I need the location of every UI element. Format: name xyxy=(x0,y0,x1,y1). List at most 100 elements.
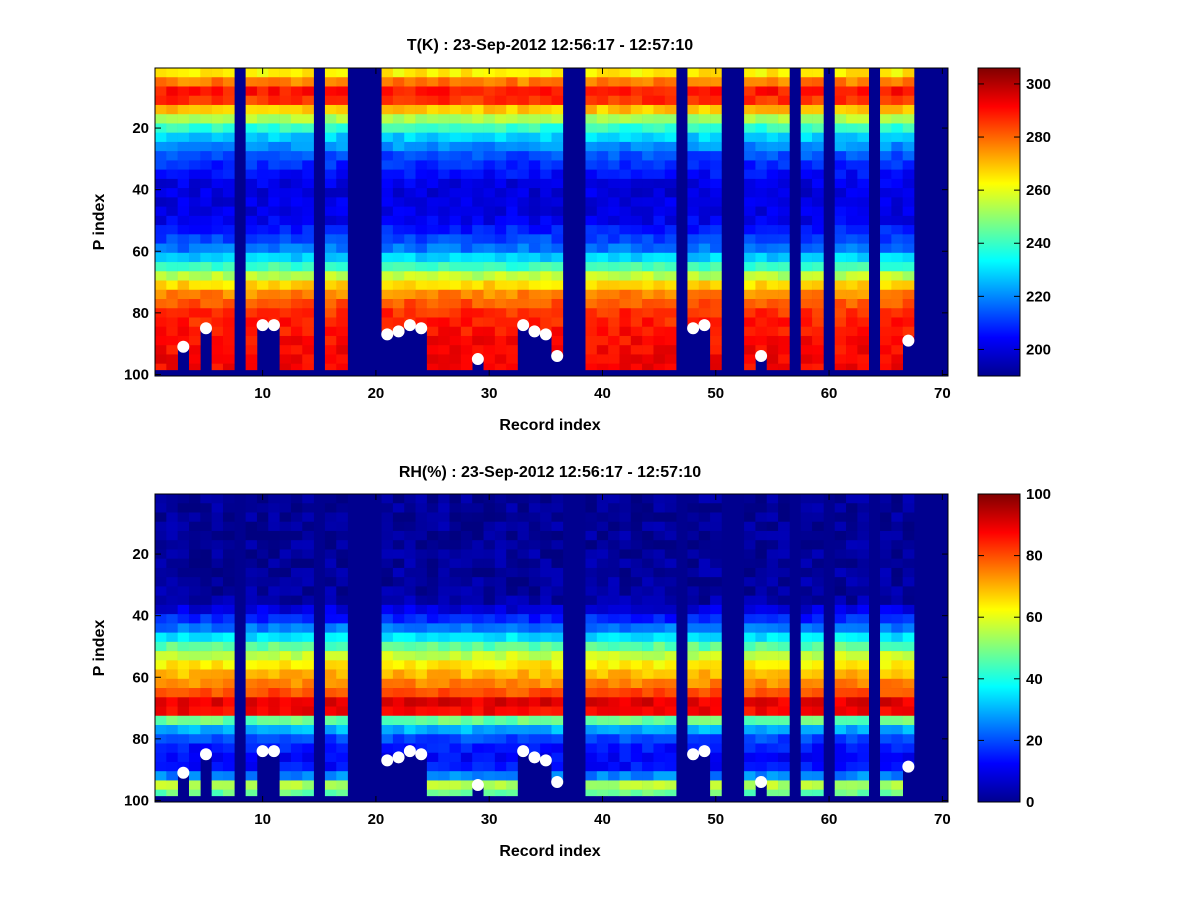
heatmap-cell xyxy=(642,95,654,106)
heatmap-cell xyxy=(392,604,405,615)
heatmap-cell xyxy=(460,780,473,790)
heatmap-cell xyxy=(472,614,484,624)
heatmap-cell xyxy=(211,697,224,707)
heatmap-cell xyxy=(800,577,813,587)
heatmap-cell xyxy=(630,678,643,689)
heatmap-cell xyxy=(449,549,462,559)
heatmap-cell xyxy=(415,530,428,541)
heatmap-cell xyxy=(766,558,779,569)
heatmap-cell xyxy=(460,540,473,550)
heatmap-cell xyxy=(630,104,643,115)
heatmap-cell xyxy=(630,577,643,587)
heatmap-cell xyxy=(324,604,337,615)
heatmap-cell xyxy=(800,725,813,735)
heatmap-cell xyxy=(891,641,903,652)
heatmap-cell xyxy=(891,299,903,309)
heatmap-cell xyxy=(687,215,700,226)
heatmap-cell xyxy=(642,86,654,97)
heatmap-cell xyxy=(540,141,552,152)
heatmap-cell xyxy=(336,345,348,355)
heatmap-cell xyxy=(585,549,598,559)
heatmap-cell xyxy=(778,308,790,318)
heatmap-cell xyxy=(687,151,700,161)
heatmap-cell xyxy=(483,326,496,337)
heatmap-cell xyxy=(177,678,190,689)
heatmap-cell xyxy=(585,641,598,652)
heatmap-cell xyxy=(460,151,473,161)
heatmap-cell xyxy=(891,734,903,744)
heatmap-cell xyxy=(653,623,666,633)
heatmap-cell xyxy=(302,299,314,309)
heatmap-cell xyxy=(517,697,530,707)
heatmap-cell xyxy=(392,660,405,670)
heatmap-cell xyxy=(494,604,507,615)
heatmap-cell xyxy=(460,494,473,504)
heatmap-cell xyxy=(245,326,258,337)
heatmap-cell xyxy=(698,225,711,235)
heatmap-cell xyxy=(664,660,677,670)
heatmap-cell xyxy=(891,669,903,680)
heatmap-cell xyxy=(166,780,178,790)
heatmap-cell xyxy=(460,243,473,254)
heatmap-cell xyxy=(188,503,201,513)
heatmap-cell xyxy=(812,77,824,87)
heatmap-cell xyxy=(290,688,303,698)
colorbar-tick-label: 260 xyxy=(1026,182,1051,199)
heatmap-cell xyxy=(710,577,722,587)
heatmap-cell xyxy=(653,549,666,559)
heatmap-cell xyxy=(177,660,190,670)
heatmap-cell xyxy=(812,225,824,235)
heatmap-cell xyxy=(472,132,484,143)
heatmap-cell xyxy=(778,743,790,754)
heatmap-cell xyxy=(880,335,892,346)
heatmap-cell xyxy=(608,678,620,689)
heatmap-cell xyxy=(687,530,700,541)
heatmap-cell xyxy=(698,299,711,309)
heatmap-cell xyxy=(812,623,824,633)
heatmap-cell xyxy=(766,641,779,652)
heatmap-cell xyxy=(902,595,915,606)
heatmap-cell xyxy=(880,188,892,198)
heatmap-cell xyxy=(438,540,450,550)
heatmap-cell xyxy=(188,688,201,698)
heatmap-cell xyxy=(200,494,212,504)
heatmap-cell xyxy=(494,761,507,772)
heatmap-cell xyxy=(698,308,711,318)
heatmap-cell xyxy=(766,549,779,559)
heatmap-cell xyxy=(415,225,428,235)
heatmap-cell xyxy=(166,595,178,606)
heatmap-cell xyxy=(812,614,824,624)
heatmap-cell xyxy=(517,197,530,207)
heatmap-cell xyxy=(188,299,201,309)
heatmap-cell xyxy=(222,197,235,207)
heatmap-cell xyxy=(664,363,677,371)
heatmap-cell xyxy=(585,771,598,781)
heatmap-cell xyxy=(528,104,541,115)
heatmap-cell xyxy=(517,271,530,281)
heatmap-cell xyxy=(540,549,552,559)
heatmap-cell xyxy=(245,780,258,790)
heatmap-cell xyxy=(630,503,643,513)
heatmap-cell xyxy=(710,271,722,281)
heatmap-cell xyxy=(800,743,813,754)
heatmap-cell xyxy=(211,734,224,744)
heatmap-cell xyxy=(551,512,564,523)
heatmap-cell xyxy=(392,206,405,217)
heatmap-cell xyxy=(834,114,847,124)
heatmap-cell xyxy=(449,141,462,152)
record-column xyxy=(381,68,394,337)
heatmap-cell xyxy=(449,225,462,235)
heatmap-cell xyxy=(642,604,654,615)
heatmap-cell xyxy=(449,641,462,652)
heatmap-cell xyxy=(698,669,711,680)
heatmap-cell xyxy=(653,660,666,670)
heatmap-cell xyxy=(279,725,292,735)
heatmap-cell xyxy=(812,632,824,643)
heatmap-cell xyxy=(426,123,439,133)
heatmap-cell xyxy=(381,77,394,87)
heatmap-cell xyxy=(755,678,768,689)
heatmap-cell xyxy=(540,706,552,717)
heatmap-cell xyxy=(608,669,620,680)
heatmap-cell xyxy=(449,761,462,772)
heatmap-cell xyxy=(211,595,224,606)
